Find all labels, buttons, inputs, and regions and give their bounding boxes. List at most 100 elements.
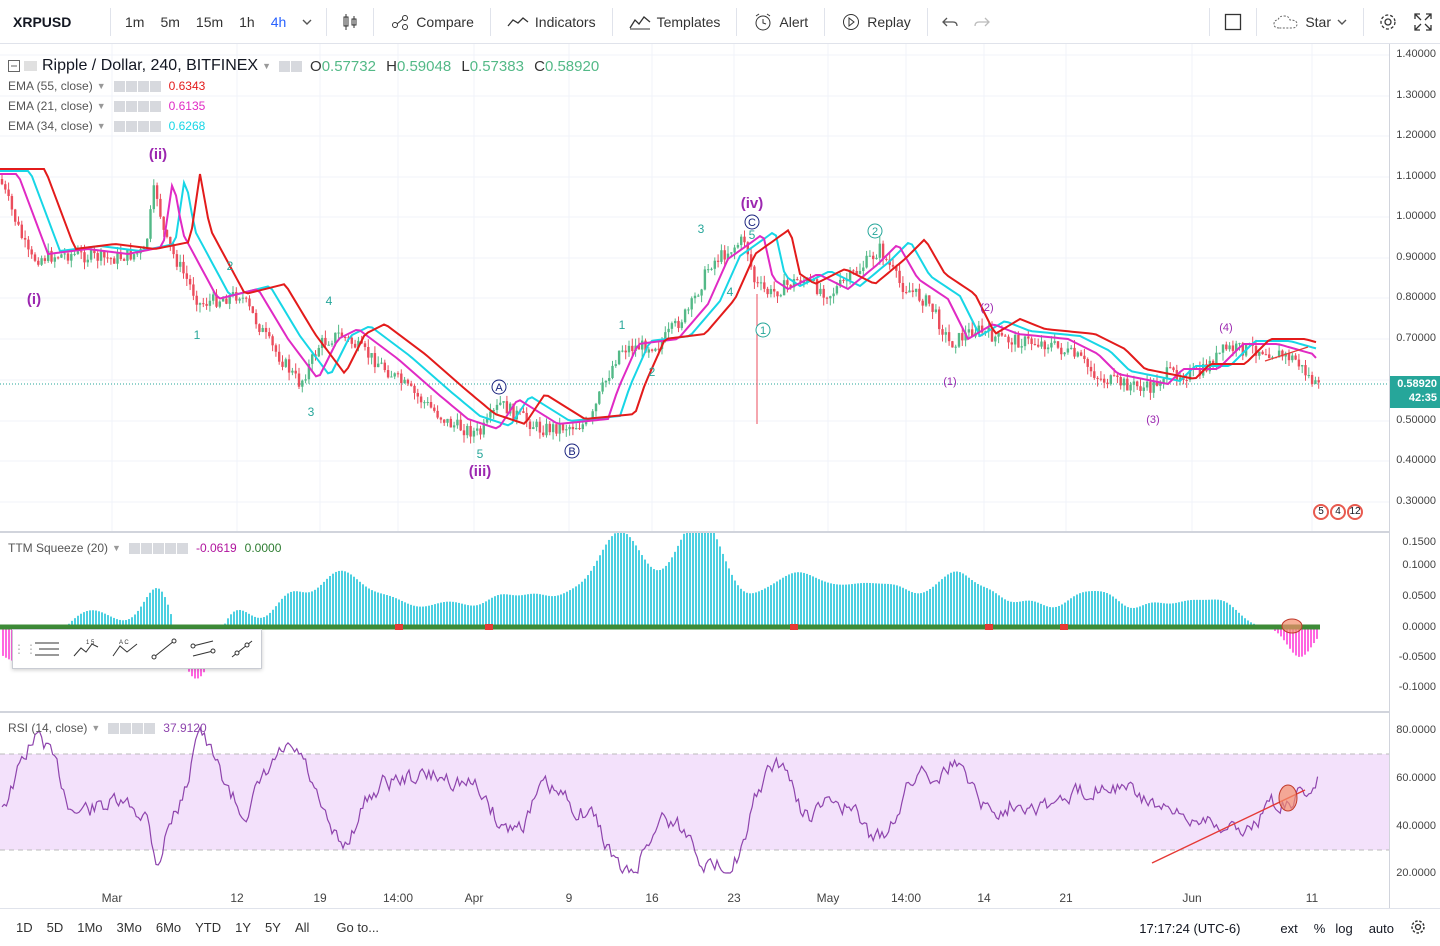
range-3mo[interactable]: 3Mo [116, 920, 142, 935]
interval-1h[interactable]: 1h [239, 13, 255, 30]
wave-label-iv[interactable]: (iv) [741, 195, 764, 212]
ema34-buttons[interactable] [113, 120, 161, 132]
ema34-caret-icon[interactable]: ▼ [96, 121, 106, 131]
ema21-legend[interactable]: EMA (21, close) ▼ 0.6135 [8, 99, 205, 113]
range-5d[interactable]: 5D [46, 920, 64, 935]
rsi-buttons[interactable] [108, 722, 156, 734]
symbol-description[interactable]: Ripple / Dollar, 240, BITFINEX [42, 57, 259, 74]
subwave-label-2[interactable]: 2 [649, 365, 656, 379]
expand-arrows-icon[interactable] [1406, 0, 1440, 44]
subwave-label-4[interactable]: 4 [727, 285, 734, 299]
ema55-legend[interactable]: EMA (55, close) ▼ 0.6343 [8, 79, 205, 93]
interval-dropdown-chevron-icon[interactable] [294, 0, 320, 44]
range-1y[interactable]: 1Y [235, 920, 252, 935]
goto-button[interactable]: Go to... [336, 920, 380, 935]
events-badge[interactable]: 5 4 12 [1313, 504, 1363, 520]
subwave-label-2[interactable]: 2 [227, 259, 234, 273]
drag-handle-icon[interactable]: ⋮⋮ [13, 642, 37, 656]
wave-label-p4[interactable]: (4) [1219, 322, 1232, 334]
redo-icon[interactable] [966, 0, 998, 44]
candle-body [1238, 343, 1241, 345]
ray-tool-icon[interactable] [222, 630, 261, 668]
ttm-histogram-bar [842, 584, 844, 627]
price-axis[interactable]: 1.40000 1.30000 1.20000 1.10000 1.00000 … [1389, 44, 1440, 908]
subwave-label-3[interactable]: 3 [698, 222, 705, 236]
collapse-legend-icon[interactable] [8, 60, 20, 72]
ema55-buttons[interactable] [113, 80, 161, 92]
wave-label-c[interactable]: C [748, 217, 756, 229]
ema55-caret-icon[interactable]: ▼ [96, 81, 106, 91]
compare-button[interactable]: Compare [380, 0, 484, 44]
ttm-histogram-bar [134, 614, 136, 627]
ema34-label: EMA (34, close) [8, 119, 93, 133]
interval-5m[interactable]: 5m [160, 13, 180, 30]
ttm-caret-icon[interactable]: ▼ [112, 543, 121, 553]
rsi-caret-icon[interactable]: ▼ [91, 723, 101, 733]
percent-scale-toggle[interactable]: % [1313, 920, 1326, 936]
subwave-label-5[interactable]: 5 [749, 228, 756, 242]
interval-4h[interactable]: 4h [270, 13, 287, 30]
wave-label-b[interactable]: B [568, 446, 575, 458]
templates-button[interactable]: Templates [619, 0, 731, 44]
interval-1m[interactable]: 1m [125, 13, 145, 30]
subwave-label-1[interactable]: 1 [194, 328, 201, 342]
star-button[interactable]: Star [1263, 0, 1357, 44]
ema21-caret-icon[interactable]: ▼ [96, 101, 106, 111]
horizontal-lines-tool-icon[interactable] [27, 630, 66, 668]
wave-label-p1[interactable]: (1) [943, 376, 956, 388]
trend-line-tool-icon[interactable] [144, 630, 183, 668]
range-all[interactable]: All [294, 920, 310, 935]
fullscreen-square-icon[interactable] [1216, 0, 1250, 44]
price-pane[interactable]: (i) (ii) (iii) (iv) 1 2 3 4 5 1 2 3 4 5 A B C 1 2 (1) (2) (3)… [0, 44, 1389, 531]
wave-label-circled-1[interactable]: 1 [760, 325, 766, 337]
ttm-histogram-bar [455, 602, 457, 627]
range-5y[interactable]: 5Y [265, 920, 281, 935]
interval-15m[interactable]: 15m [195, 13, 224, 30]
subwave-label-3[interactable]: 3 [308, 405, 315, 419]
settings-gear-icon[interactable] [1370, 0, 1406, 44]
range-6mo[interactable]: 6Mo [155, 920, 182, 935]
range-1mo[interactable]: 1Mo [77, 920, 103, 935]
wave-label-p2[interactable]: (2) [980, 302, 993, 314]
indicators-button[interactable]: Indicators [497, 0, 606, 44]
wave-label-a[interactable]: A [495, 382, 503, 394]
pane-divider[interactable] [0, 531, 1389, 533]
rsi-legend[interactable]: RSI (14, close) ▼ 37.9120 [8, 721, 207, 735]
wave-label-ii[interactable]: (ii) [149, 146, 167, 163]
symbol-search[interactable]: XRPUSD [13, 13, 72, 30]
log-scale-toggle[interactable]: log [1335, 920, 1353, 936]
range-1d[interactable]: 1D [16, 920, 33, 935]
pane-divider[interactable] [0, 711, 1389, 713]
subwave-label-1[interactable]: 1 [619, 318, 626, 332]
ttm-legend[interactable]: TTM Squeeze (20) ▼ -0.0619 0.0000 [8, 541, 281, 555]
ttm-squeeze-chart[interactable] [0, 533, 1389, 711]
auto-scale-toggle[interactable]: auto [1368, 920, 1394, 936]
legend-caret-icon[interactable]: ▼ [262, 61, 272, 71]
ema34-legend[interactable]: EMA (34, close) ▼ 0.6268 [8, 119, 205, 133]
rsi-chart[interactable] [0, 713, 1389, 888]
wave-label-i[interactable]: (i) [27, 291, 41, 308]
undo-icon[interactable] [934, 0, 966, 44]
clock[interactable]: 17:17:24 (UTC-6) [1139, 920, 1241, 936]
replay-button[interactable]: Replay [831, 0, 921, 44]
range-ytd[interactable]: YTD [195, 920, 222, 935]
extended-hours-toggle[interactable]: ext [1280, 920, 1298, 936]
wave-label-iii[interactable]: (iii) [469, 463, 492, 480]
wave-label-circled-2[interactable]: 2 [872, 226, 878, 238]
scale-settings-gear-icon[interactable] [1410, 919, 1426, 938]
price-chart[interactable]: (i) (ii) (iii) (iv) 1 2 3 4 5 1 2 3 4 5 A B C 1 2 (1) (2) (3)… [0, 44, 1389, 531]
ema21-buttons[interactable] [113, 100, 161, 112]
chart-style-candles-icon[interactable] [333, 0, 367, 44]
subwave-label-5[interactable]: 5 [477, 447, 484, 461]
rsi-pane[interactable]: RSI (14, close) ▼ 37.9120 [0, 713, 1389, 908]
ttm-buttons[interactable] [128, 542, 188, 554]
ttm-squeeze-pane[interactable]: TTM Squeeze (20) ▼ -0.0619 0.0000 [0, 533, 1389, 711]
elliott-impulse-tool-icon[interactable]: 1 5 [66, 630, 105, 668]
parallel-channel-tool-icon[interactable] [183, 630, 222, 668]
alert-button[interactable]: Alert [743, 0, 818, 44]
elliott-correction-tool-icon[interactable]: A C [105, 630, 144, 668]
legend-buttons[interactable] [279, 60, 303, 72]
wave-label-p3[interactable]: (3) [1146, 414, 1159, 426]
subwave-label-4[interactable]: 4 [326, 294, 333, 308]
time-axis[interactable]: Mar 12 19 14:00 Apr 9 16 23 May 14:00 14… [0, 888, 1389, 908]
